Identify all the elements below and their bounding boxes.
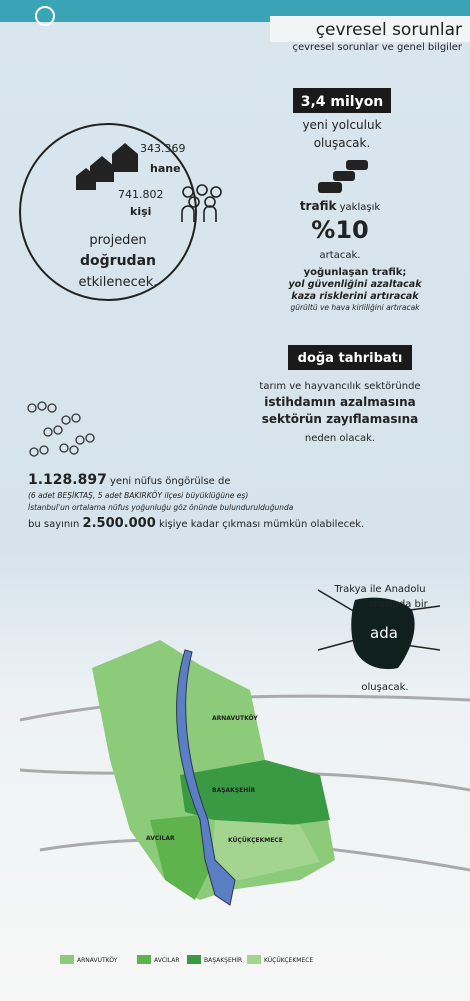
district-avcilar xyxy=(150,815,215,900)
population-note: (6 adet BEŞİKTAŞ, 5 adet BAKIRKÖY ilçesi… xyxy=(28,491,248,500)
traffic-line: trafik yaklaşık xyxy=(300,199,381,213)
nature-line: sektörün zayıflamasına xyxy=(262,412,419,426)
subtitle: çevresel sorunlar ve genel bilgiler xyxy=(292,42,462,53)
legend-label: AVCILAR xyxy=(154,957,180,964)
legend-label: ARNAVUTKÖY xyxy=(77,957,118,964)
trips-line: oluşacak. xyxy=(314,136,371,150)
island-line: Trakya ile Anadolu xyxy=(333,584,425,595)
district-basaksehir xyxy=(180,760,330,830)
legend-swatch xyxy=(60,955,74,964)
traffic-note: kaza risklerini artıracak xyxy=(291,291,419,302)
house-icon xyxy=(76,143,138,190)
traffic-note-title: yoğunlaşan trafik; xyxy=(304,266,407,278)
district-label: AVCILAR xyxy=(146,835,175,842)
traffic-note: yol güvenliğini azaltacak xyxy=(288,279,422,290)
district-label: ARNAVUTKÖY xyxy=(212,715,258,722)
island-word: ada xyxy=(370,624,398,642)
legend-swatch xyxy=(137,955,151,964)
trips-line: yeni yolculuk xyxy=(302,118,381,132)
population-new: 1.128.897 xyxy=(28,472,107,488)
traffic-approx: yaklaşık xyxy=(340,202,381,213)
people-label: kişi xyxy=(130,205,151,218)
canal xyxy=(176,649,236,906)
households-label: hane xyxy=(150,162,181,175)
nature-line: istihdamın azalmasına xyxy=(264,395,415,409)
impact-line: projeden xyxy=(89,233,146,248)
crowd-icon xyxy=(27,401,95,457)
trips: 3,4 milyon xyxy=(301,94,384,110)
population-max-head: bu sayının xyxy=(28,519,79,530)
nature-box xyxy=(288,345,412,370)
traffic-increase: %10 xyxy=(311,216,368,244)
legend-swatch xyxy=(247,955,261,964)
population-line: bu sayının 2.500.000 kişiye kadar çıkmas… xyxy=(28,516,364,531)
population-density: İstanbul'un ortalama nüfus yoğunluğu göz… xyxy=(28,503,294,512)
island-shape xyxy=(351,597,415,670)
district-label: BAŞAKŞEHİR xyxy=(212,787,256,794)
nature-line: tarım ve hayvancılık sektöründe xyxy=(259,381,420,392)
population-new-tail: yeni nüfus öngörülse de xyxy=(110,476,230,487)
people: 741.802 xyxy=(118,188,164,201)
households: 343.369 xyxy=(140,142,186,155)
island-line: arasında bir xyxy=(368,599,428,610)
impact-line: etkilenecek. xyxy=(79,275,158,290)
impact-circle xyxy=(19,123,197,301)
people-icon xyxy=(181,184,222,222)
title: çevresel sorunlar xyxy=(316,20,462,40)
traffic-label: trafik xyxy=(300,199,338,213)
header-tab xyxy=(270,16,470,42)
logo xyxy=(35,6,55,26)
trips-box xyxy=(293,88,391,113)
nature-title: doğa tahribatı xyxy=(298,351,403,366)
population-line: 1.128.897 yeni nüfus öngörülse de xyxy=(28,472,231,488)
cars-icon xyxy=(318,160,368,193)
district-label: KÜÇÜKÇEKMECE xyxy=(228,837,283,844)
legend-swatch xyxy=(187,955,201,964)
legend-label: KÜÇÜKÇEKMECE xyxy=(264,957,313,964)
district-kucukcekmece xyxy=(210,820,320,880)
impact-line: doğrudan xyxy=(80,253,156,269)
population-max: 2.500.000 xyxy=(83,516,156,531)
traffic-note: gürültü ve hava kirliliğini artıracak xyxy=(290,303,420,312)
legend-label: BAŞAKŞEHİR xyxy=(204,957,242,964)
island-lines xyxy=(317,589,441,651)
traffic-increase-tail: artacak. xyxy=(320,250,361,261)
island-tail: oluşacak. xyxy=(361,682,408,693)
population-max-tail: kişiye kadar çıkması mümkün olabilecek. xyxy=(159,519,364,530)
nature-line: neden olacak. xyxy=(305,433,375,444)
